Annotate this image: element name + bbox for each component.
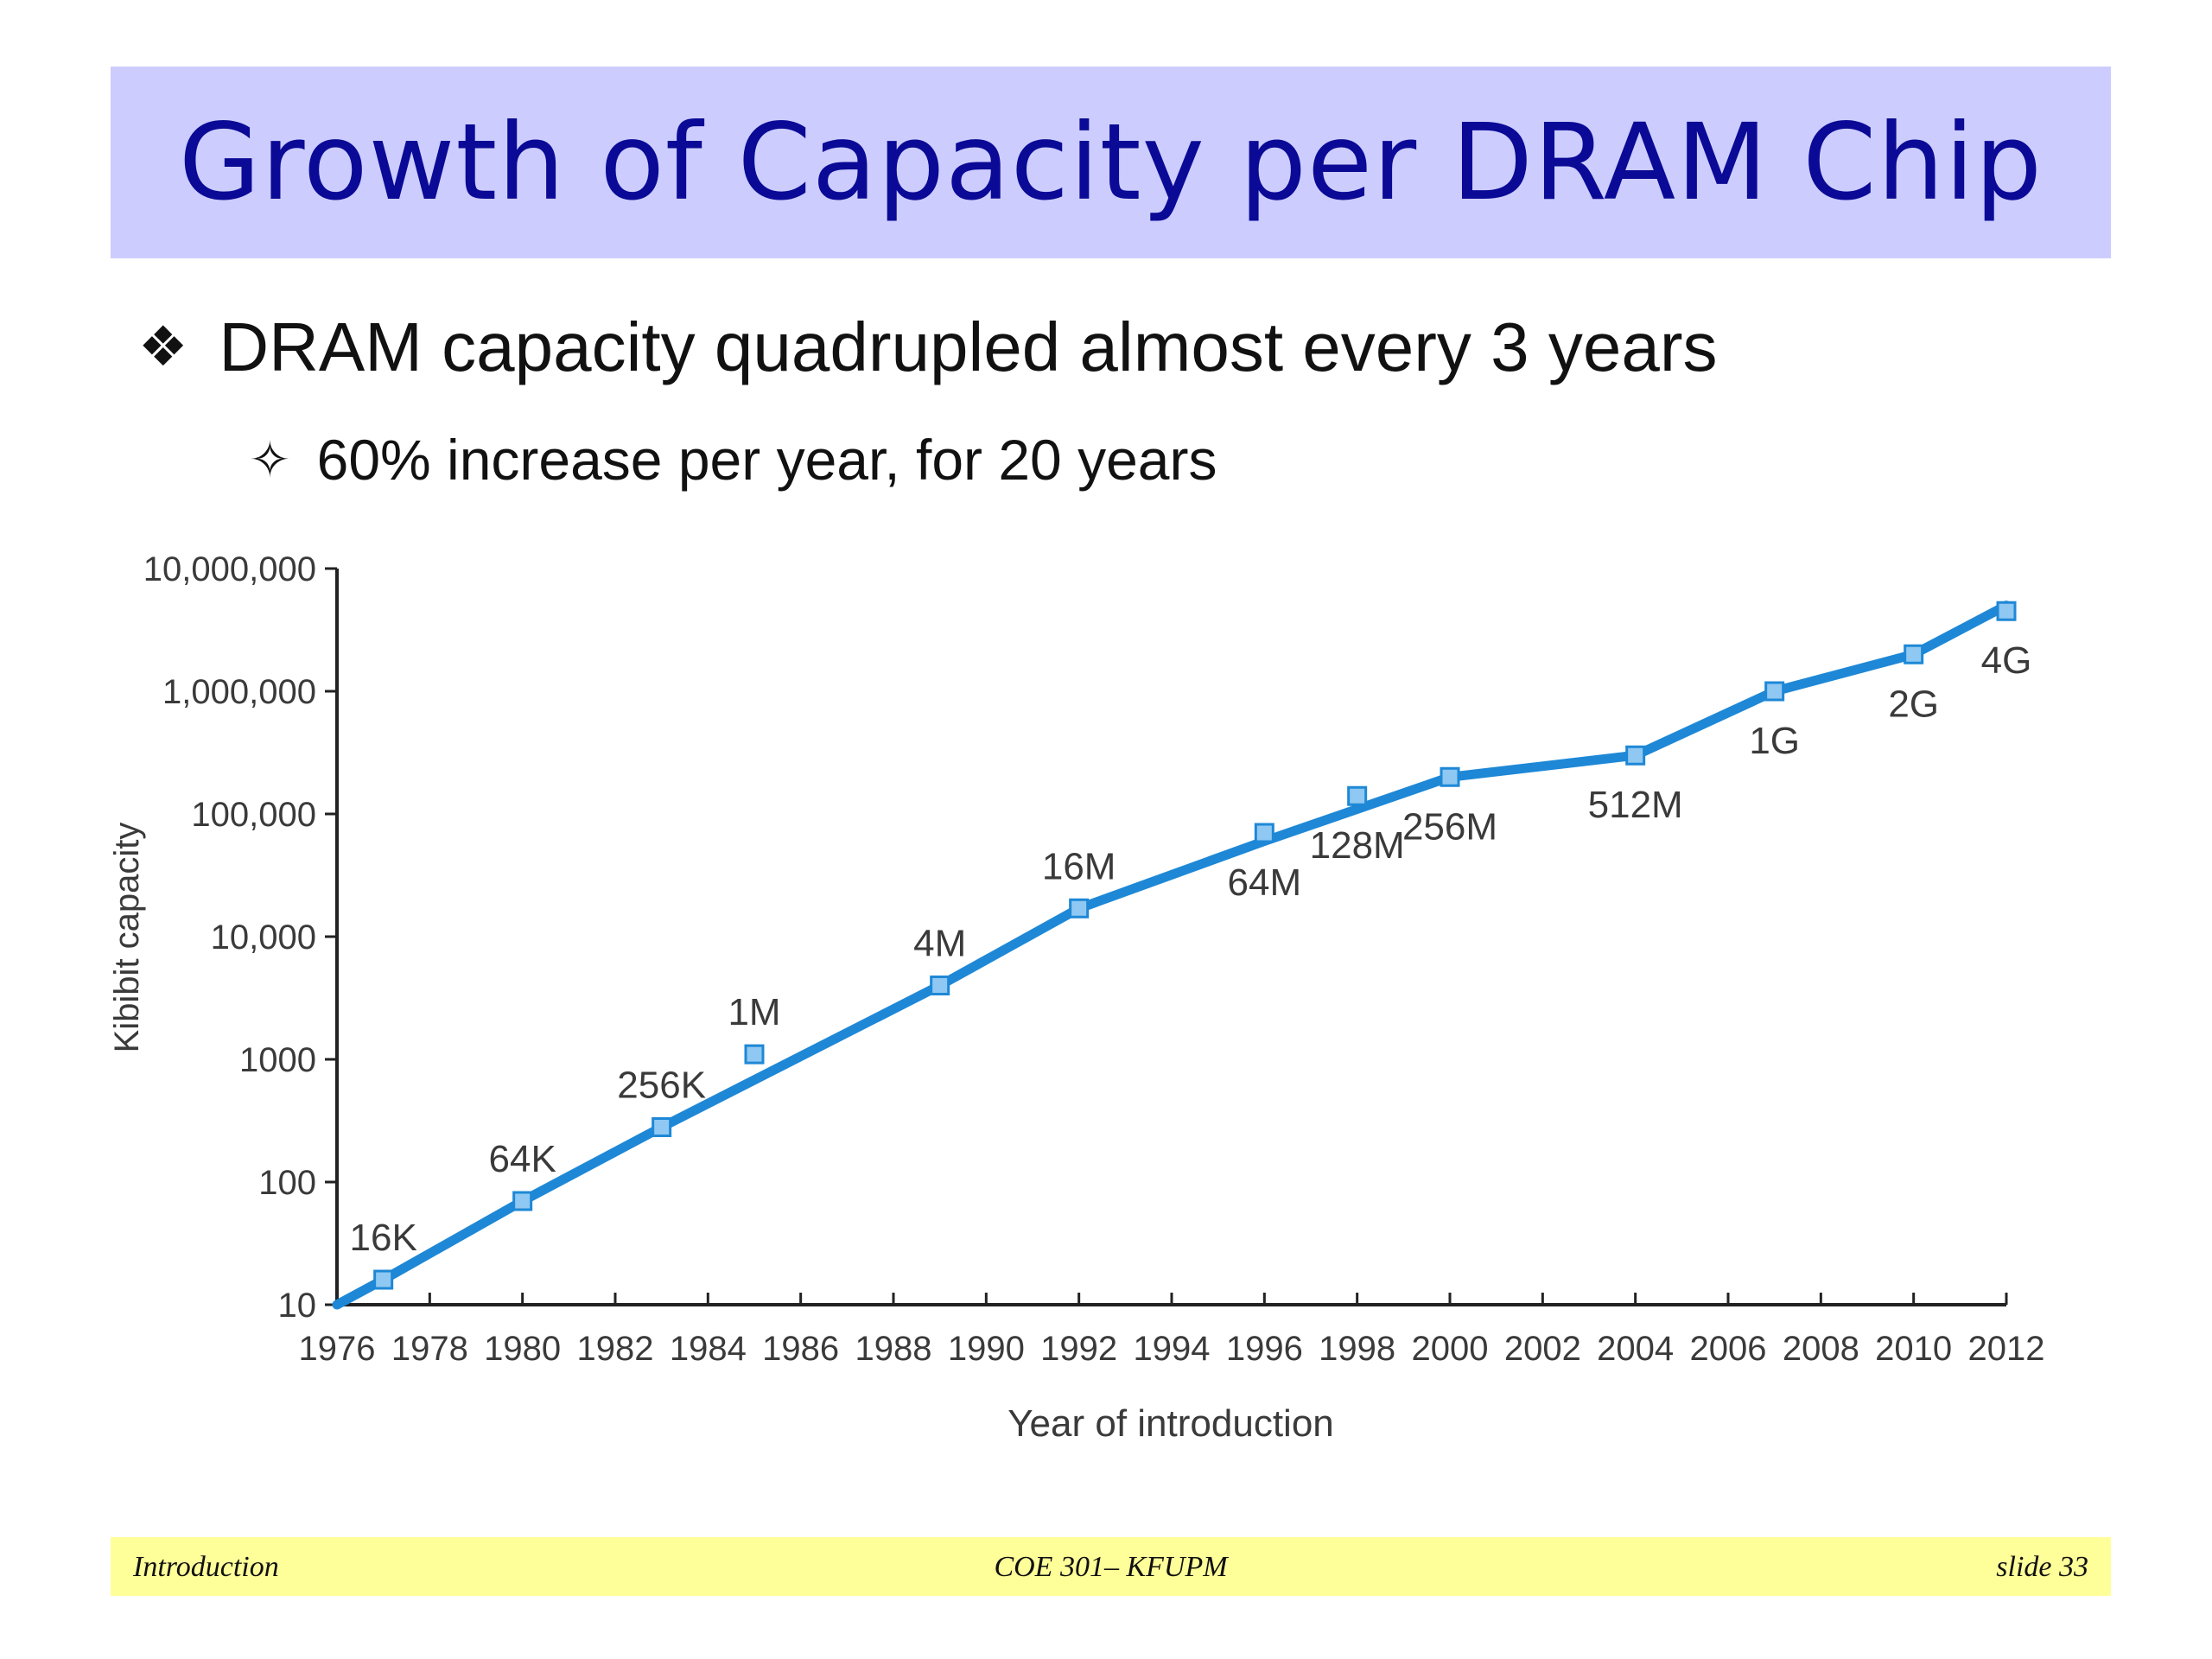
data-point-label: 128M <box>1310 824 1405 867</box>
y-tick-label: 10,000,000 <box>143 550 316 588</box>
slide-title: Growth of Capacity per DRAM Chip <box>178 101 2044 224</box>
data-point-label: 1M <box>728 991 780 1033</box>
data-point-label: 256K <box>617 1065 706 1107</box>
data-point-label: 64M <box>1228 861 1302 904</box>
data-point-marker <box>512 1191 533 1211</box>
bullet-main: ❖ DRAM capacity quadrupled almost every … <box>138 308 1717 387</box>
series-line-layer <box>332 601 2012 1310</box>
title-band: Growth of Capacity per DRAM Chip <box>111 67 2111 258</box>
y-tick-label: 100 <box>258 1164 316 1202</box>
data-point-marker <box>373 1269 394 1290</box>
data-point-label: 16M <box>1042 845 1116 887</box>
x-tick-label: 2010 <box>1875 1330 1952 1368</box>
x-tick-label: 1984 <box>670 1330 747 1368</box>
data-point-marker <box>1996 601 2017 621</box>
footer-left: Introduction <box>133 1551 279 1583</box>
data-point-marker <box>930 976 950 996</box>
four-diamond-bullet-icon: ❖ <box>138 315 188 379</box>
data-point-marker <box>1764 681 1785 702</box>
four-point-star-bullet-icon: ✧ <box>249 430 291 489</box>
y-tick-label: 10 <box>278 1287 317 1325</box>
data-point-label: 4M <box>913 923 966 965</box>
footer-right: slide 33 <box>1996 1551 2088 1583</box>
y-tick-label: 10,000 <box>211 918 316 957</box>
x-tick-label: 1992 <box>1040 1330 1117 1368</box>
x-tick-label: 1994 <box>1134 1330 1211 1368</box>
x-tick-label: 2000 <box>1412 1330 1489 1368</box>
x-tick-label: 1978 <box>391 1330 468 1368</box>
data-point-label: 256M <box>1402 805 1497 848</box>
y-tick-label: 1000 <box>239 1041 316 1079</box>
x-tick-label: 1988 <box>855 1330 932 1368</box>
x-tick-label: 2006 <box>1690 1330 1767 1368</box>
x-tick-label: 2012 <box>1968 1330 2045 1368</box>
y-tick-label: 1,000,000 <box>162 673 316 711</box>
x-tick-label: 1976 <box>299 1330 376 1368</box>
bullet-sub-text: 60% increase per year, for 20 years <box>316 428 1217 492</box>
x-tick-label: 1982 <box>577 1330 654 1368</box>
data-point-marker <box>1625 745 1646 766</box>
bullet-main-text: DRAM capacity quadrupled almost every 3 … <box>219 308 1718 385</box>
x-tick-label: 1996 <box>1226 1330 1303 1368</box>
data-point-label: 4G <box>1981 639 2032 682</box>
x-axis-title: Year of introduction <box>1007 1402 1334 1445</box>
data-point-marker <box>1069 898 1090 918</box>
footer-bar: Introduction COE 301– KFUPM slide 33 <box>111 1537 2111 1596</box>
data-point-label: 64K <box>489 1138 556 1180</box>
x-tick-label: 2004 <box>1597 1330 1674 1368</box>
data-point-marker <box>744 1044 765 1065</box>
data-point-marker <box>1904 644 1924 664</box>
data-point-marker <box>1254 823 1274 843</box>
tick-labels: 10 100 1000 10,000 100,000 1,000,000 10,000,00… <box>143 550 2045 1368</box>
data-point-label: 1G <box>1749 720 1800 762</box>
x-tick-label: 2002 <box>1504 1330 1581 1368</box>
x-tick-label: 1990 <box>948 1330 1025 1368</box>
dram-capacity-chart: Kibibit capacity Year of introduction 10… <box>108 550 2045 1445</box>
axes: Kibibit capacity Year of introduction <box>108 569 2006 1445</box>
x-tick-label: 1998 <box>1319 1330 1395 1368</box>
data-point-label: 16K <box>350 1217 417 1259</box>
x-tick-label: 2008 <box>1783 1330 1859 1368</box>
footer-center: COE 301– KFUPM <box>994 1551 1228 1583</box>
bullet-sub: ✧ 60% increase per year, for 20 years <box>249 427 1217 493</box>
data-point-marker <box>652 1117 672 1138</box>
data-point-marker <box>1347 785 1368 806</box>
x-tick-label: 1986 <box>762 1330 839 1368</box>
data-point-label: 512M <box>1588 784 1683 826</box>
data-point-label: 2G <box>1888 683 1939 725</box>
y-tick-label: 100,000 <box>191 796 316 834</box>
capacity-series-line <box>332 601 2012 1310</box>
x-tick-label: 1980 <box>484 1330 561 1368</box>
data-point-marker <box>1440 766 1460 787</box>
y-axis-title: Kibibit capacity <box>108 823 146 1053</box>
